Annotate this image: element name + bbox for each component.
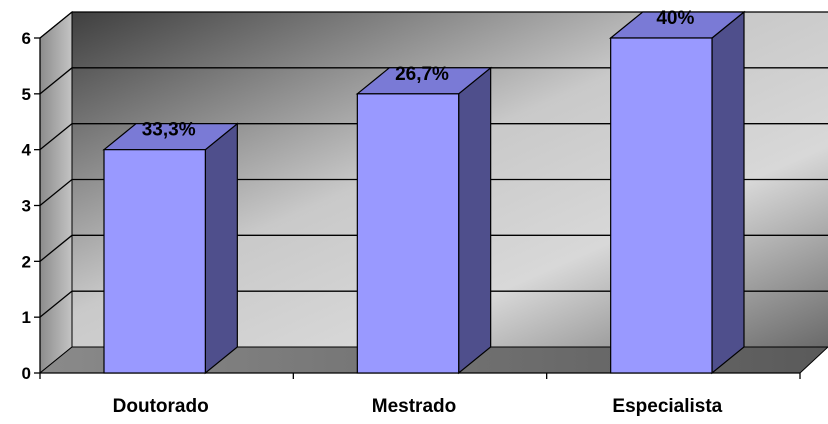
bar-side-face — [711, 10, 745, 375]
y-tick-label: 6 — [22, 29, 31, 48]
y-tick-label: 1 — [22, 308, 31, 327]
y-tick-label: 2 — [22, 252, 31, 271]
bar-front-face — [356, 93, 460, 374]
data-label: 33,3% — [142, 120, 196, 141]
bar-side-face — [458, 66, 492, 375]
gridline — [39, 123, 828, 151]
gridlines — [39, 11, 828, 318]
bar-front-face — [103, 149, 206, 374]
bar-side-face — [204, 122, 238, 375]
bar-front-face — [610, 37, 713, 374]
bars — [102, 10, 746, 375]
bar — [355, 66, 493, 375]
gridline — [39, 290, 828, 318]
gridline — [39, 178, 828, 207]
x-category-label: Doutorado — [113, 396, 209, 417]
data-label: 26,7% — [395, 64, 449, 85]
x-category-label: Especialista — [612, 396, 722, 417]
y-tick-label: 0 — [22, 364, 31, 383]
x-category-label: Mestrado — [372, 396, 456, 417]
y-tick-label: 4 — [22, 141, 32, 160]
gridline — [39, 67, 828, 95]
bar — [102, 122, 240, 375]
bar — [608, 10, 746, 375]
labels: 33,3% Doutorado 26,7% Mestrado 40% Especialis… — [113, 8, 723, 417]
y-tick-label: 3 — [22, 197, 31, 216]
data-label: 40% — [656, 8, 694, 29]
gridline — [39, 11, 828, 39]
gridline — [39, 234, 828, 262]
y-tick-label: 5 — [22, 85, 31, 104]
